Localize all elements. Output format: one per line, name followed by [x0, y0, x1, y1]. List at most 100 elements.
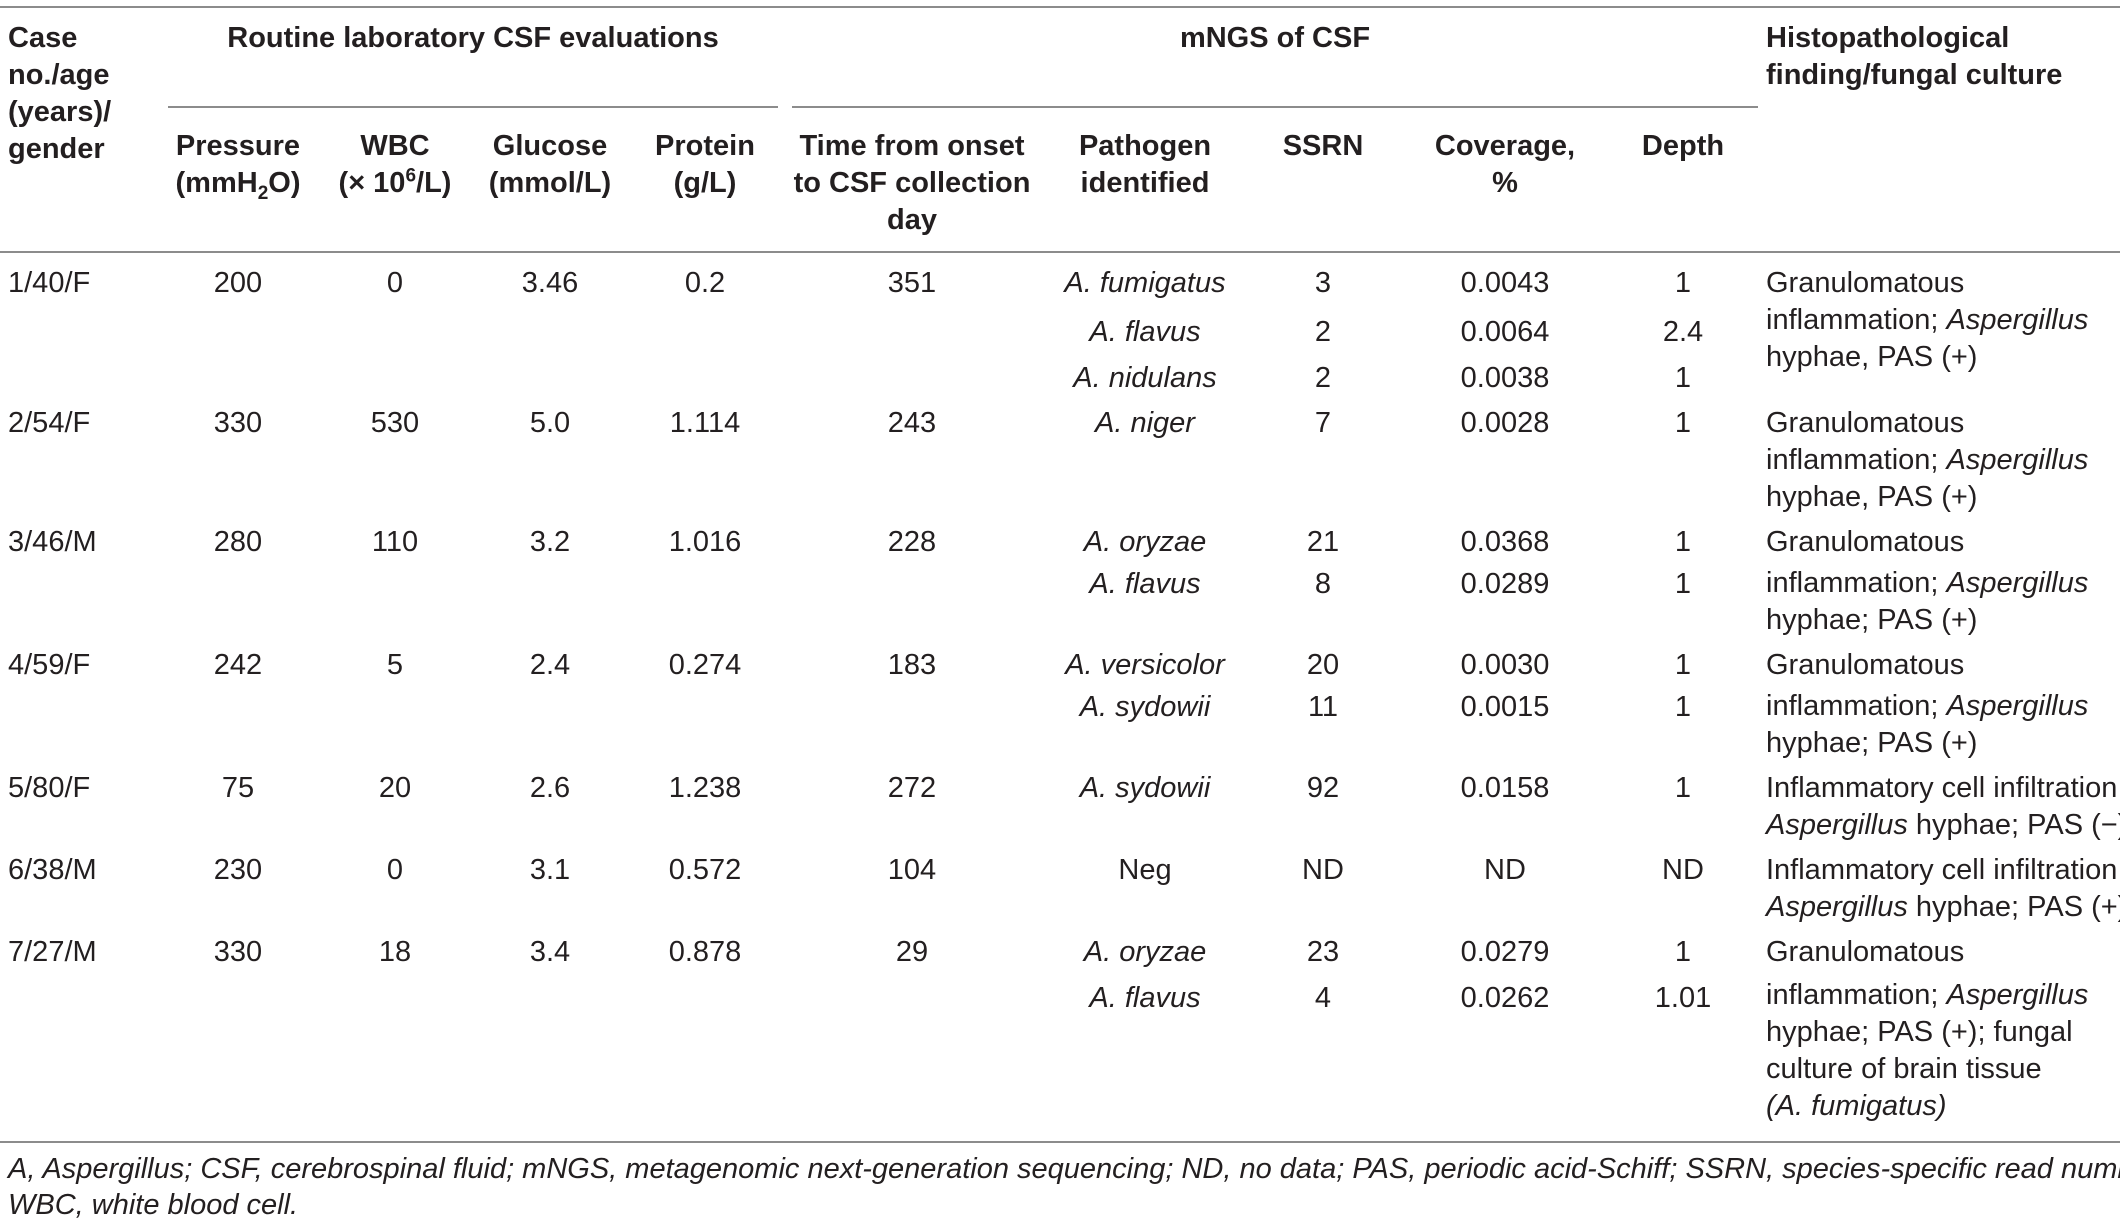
row-2-protein: 1.114 — [669, 407, 741, 439]
header-wbc: WBC (× 106/L) — [338, 130, 452, 199]
row-3-case: 3/46/M — [8, 526, 97, 558]
row-4-glucose: 2.4 — [529, 649, 571, 681]
row-1-coverage-2: 0.0064 — [1460, 316, 1550, 348]
row-7-protein: 0.878 — [668, 936, 742, 968]
header-routine-group: Routine laboratory CSF evaluations — [227, 22, 719, 54]
row-2-coverage-1: 0.0028 — [1460, 407, 1550, 439]
row-7-ssrn-1: 23 — [1306, 936, 1340, 968]
row-6-depth-1: ND — [1662, 854, 1704, 886]
row-1-depth-3: 1 — [1674, 362, 1692, 394]
row-6-case: 6/38/M — [8, 854, 97, 886]
row-6-pathogen-1: Neg — [1118, 854, 1172, 886]
header-coverage: Coverage,% — [1434, 130, 1576, 199]
row-1-case: 1/40/F — [8, 267, 91, 299]
row-2-pathogen-1: A. niger — [1095, 407, 1195, 439]
row-7-coverage-2: 0.0262 — [1460, 982, 1550, 1014]
row-1-pathogen-2: A. flavus — [1089, 316, 1201, 348]
row-4-case: 4/59/F — [8, 649, 91, 681]
row-2-depth-1: 1 — [1674, 407, 1692, 439]
row-5-time: 272 — [887, 772, 937, 804]
row-5-case: 5/80/F — [8, 772, 91, 804]
row-4-protein: 0.274 — [668, 649, 742, 681]
row-4-wbc: 5 — [386, 649, 404, 681]
row-6-wbc: 0 — [386, 854, 404, 886]
row-4-histo: Granulomatous inflammation; Aspergillus … — [1766, 649, 2089, 759]
row-1-time: 351 — [887, 267, 937, 299]
row-3-depth-2: 1 — [1674, 568, 1692, 600]
header-bottom-rule — [0, 251, 2120, 253]
row-5-glucose: 2.6 — [529, 772, 571, 804]
row-6-histo: Inflammatory cell infiltration; Aspergil… — [1766, 854, 2120, 923]
row-6-time: 104 — [887, 854, 937, 886]
row-5-histo: Inflammatory cell infiltration; Aspergil… — [1766, 772, 2120, 841]
row-3-glucose: 3.2 — [529, 526, 571, 558]
top-rule — [0, 6, 2120, 8]
row-7-depth-1: 1 — [1674, 936, 1692, 968]
row-2-ssrn-1: 7 — [1314, 407, 1332, 439]
row-1-coverage-1: 0.0043 — [1460, 267, 1550, 299]
row-1-pressure: 200 — [213, 267, 263, 299]
row-1-histo: Granulomatous inflammation; Aspergillus … — [1766, 267, 2089, 373]
row-2-histo: Granulomatous inflammation; Aspergillus … — [1766, 407, 2089, 513]
header-protein: Protein (g/L) — [655, 130, 755, 199]
row-3-histo: Granulomatous inflammation; Aspergillus … — [1766, 526, 2089, 636]
row-2-time: 243 — [887, 407, 937, 439]
header-depth: Depth — [1641, 130, 1725, 162]
row-5-ssrn-1: 92 — [1306, 772, 1340, 804]
row-4-pathogen-1: A. versicolor — [1065, 649, 1225, 681]
row-4-coverage-2: 0.0015 — [1460, 691, 1550, 723]
row-3-coverage-1: 0.0368 — [1460, 526, 1550, 558]
row-1-depth-1: 1 — [1674, 267, 1692, 299]
footnote-line-1: A, Aspergillus; CSF, cerebrospinal fluid… — [8, 1153, 2120, 1185]
row-1-ssrn-3: 2 — [1314, 362, 1332, 394]
row-2-case: 2/54/F — [8, 407, 91, 439]
row-6-coverage-1: ND — [1484, 854, 1526, 886]
header-mngs-group: mNGS of CSF — [1179, 22, 1371, 54]
row-2-pressure: 330 — [213, 407, 263, 439]
row-4-pathogen-2: A. sydowii — [1079, 691, 1211, 723]
row-3-wbc: 110 — [371, 526, 419, 558]
row-1-ssrn-1: 3 — [1314, 267, 1332, 299]
routine-group-rule — [168, 106, 778, 108]
row-7-pressure: 330 — [213, 936, 263, 968]
row-2-wbc: 530 — [370, 407, 420, 439]
row-1-coverage-3: 0.0038 — [1460, 362, 1550, 394]
header-time: Time from onset to CSF collection day — [793, 130, 1031, 236]
row-7-histo: Granulomatous inflammation; Aspergillus … — [1766, 936, 2089, 1122]
header-case: Case no./age (years)/gender — [8, 22, 112, 165]
row-3-coverage-2: 0.0289 — [1460, 568, 1550, 600]
footnote-line-2: WBC, white blood cell. — [8, 1189, 299, 1221]
row-5-wbc: 20 — [378, 772, 412, 804]
mngs-group-rule — [792, 106, 1758, 108]
row-4-ssrn-2: 11 — [1307, 691, 1339, 723]
row-5-depth-1: 1 — [1674, 772, 1692, 804]
header-histo: Histopathological finding/fungal culture — [1766, 22, 2063, 91]
row-7-coverage-1: 0.0279 — [1460, 936, 1550, 968]
row-6-ssrn-1: ND — [1302, 854, 1344, 886]
row-1-depth-2: 2.4 — [1662, 316, 1704, 348]
row-3-ssrn-2: 8 — [1314, 568, 1332, 600]
row-6-pressure: 230 — [213, 854, 263, 886]
row-3-ssrn-1: 21 — [1306, 526, 1340, 558]
row-5-pressure: 75 — [221, 772, 255, 804]
table-bottom-rule — [0, 1141, 2120, 1143]
row-4-time: 183 — [887, 649, 937, 681]
row-2-glucose: 5.0 — [529, 407, 571, 439]
row-7-case: 7/27/M — [8, 936, 97, 968]
header-pathogen: Pathogen identified — [1078, 130, 1212, 199]
row-1-protein: 0.2 — [684, 267, 726, 299]
row-1-wbc: 0 — [386, 267, 404, 299]
row-4-depth-1: 1 — [1674, 649, 1692, 681]
row-3-pressure: 280 — [213, 526, 263, 558]
row-1-pathogen-3: A. nidulans — [1073, 362, 1217, 394]
header-pressure: Pressure (mmH2O) — [175, 130, 301, 204]
row-5-coverage-1: 0.0158 — [1460, 772, 1550, 804]
row-3-depth-1: 1 — [1674, 526, 1692, 558]
row-4-coverage-1: 0.0030 — [1460, 649, 1550, 681]
row-4-depth-2: 1 — [1674, 691, 1692, 723]
row-7-wbc: 18 — [378, 936, 412, 968]
row-1-glucose: 3.46 — [521, 267, 579, 299]
row-1-pathogen-1: A. fumigatus — [1064, 267, 1226, 299]
row-3-protein: 1.016 — [668, 526, 742, 558]
row-5-pathogen-1: A. sydowii — [1079, 772, 1211, 804]
